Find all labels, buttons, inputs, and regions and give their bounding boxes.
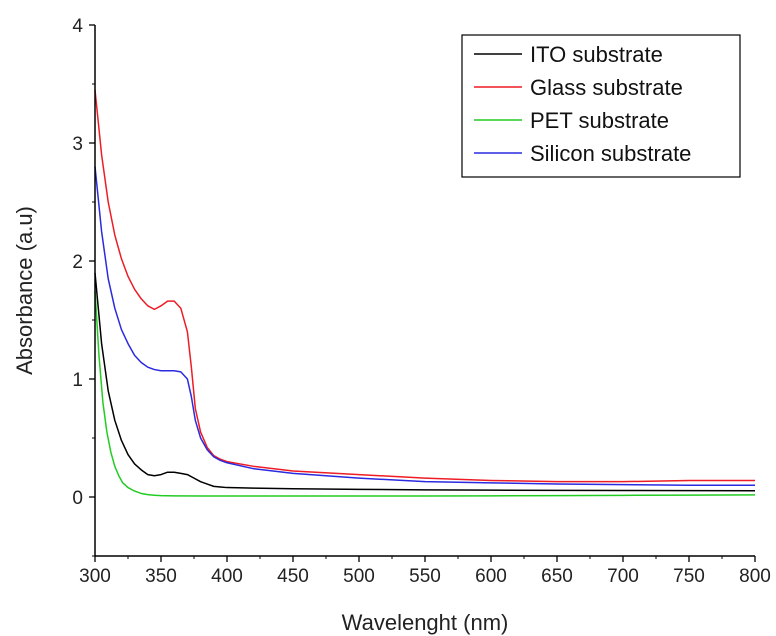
x-tick-label-6: 600 [475,566,507,587]
x-tick-label-1: 350 [145,566,177,587]
legend-label-3: Silicon substrate [530,141,691,166]
x-tick-label-4: 500 [343,566,375,587]
x-tick-label-0: 300 [79,566,111,587]
y-tick-label-4: 4 [72,16,83,37]
x-tick-label-3: 450 [277,566,309,587]
legend-label-1: Glass substrate [530,75,683,100]
x-tick-label-9: 750 [673,566,705,587]
x-tick-label-2: 400 [211,566,243,587]
x-axis-title: Wavelenght (nm) [342,610,509,635]
legend: ITO substrate Glass substrate PET substrat… [462,35,740,177]
y-tick-label-1: 1 [72,370,83,391]
y-axis-title: Absorbance (a.u) [12,206,37,375]
legend-label-2: PET substrate [530,108,669,133]
x-tick-label-10: 800 [739,566,771,587]
y-tick-label-2: 2 [72,252,83,273]
x-tick-label-8: 700 [607,566,639,587]
y-tick-label-3: 3 [72,134,83,155]
x-tick-label-5: 550 [409,566,441,587]
x-tick-label-7: 650 [541,566,573,587]
y-tick-label-0: 0 [72,488,83,509]
legend-label-0: ITO substrate [530,42,663,67]
